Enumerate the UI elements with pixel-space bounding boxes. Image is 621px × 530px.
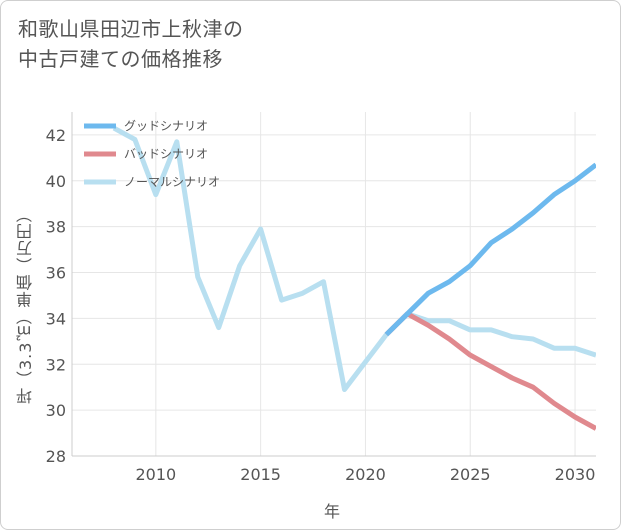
- legend-label: バッドシナリオ: [124, 147, 208, 161]
- legend-label: グッドシナリオ: [124, 119, 208, 133]
- x-tick-label: 2010: [135, 465, 176, 484]
- series-line-2: [112, 125, 596, 392]
- y-tick-label: 42: [46, 126, 66, 145]
- series-line-0: [384, 162, 596, 337]
- y-tick-label: 28: [46, 447, 66, 466]
- series-lines: [112, 125, 596, 431]
- x-tick-label: 2025: [450, 465, 491, 484]
- x-axis-ticks: 2010 2015 2020 2025 2030: [135, 465, 595, 484]
- y-tick-label: 36: [46, 264, 66, 283]
- x-tick-label: 2030: [555, 465, 596, 484]
- y-axis-ticks: 28 30 32 34 36 38 40 42: [46, 126, 66, 466]
- x-axis-label: 年: [323, 502, 340, 521]
- y-tick-label: 38: [46, 218, 66, 237]
- series-line-1: [384, 311, 596, 431]
- y-tick-label: 32: [46, 355, 66, 374]
- grid-lines: [71, 112, 596, 457]
- chart-title: 和歌山県田辺市上秋津の 中古戸建ての価格推移: [18, 17, 244, 71]
- y-tick-label: 40: [46, 172, 66, 191]
- x-tick-label: 2020: [345, 465, 386, 484]
- y-tick-label: 34: [46, 309, 66, 328]
- legend-label: ノーマルシナリオ: [124, 175, 220, 189]
- y-tick-label: 30: [46, 401, 66, 420]
- x-tick-label: 2015: [240, 465, 281, 484]
